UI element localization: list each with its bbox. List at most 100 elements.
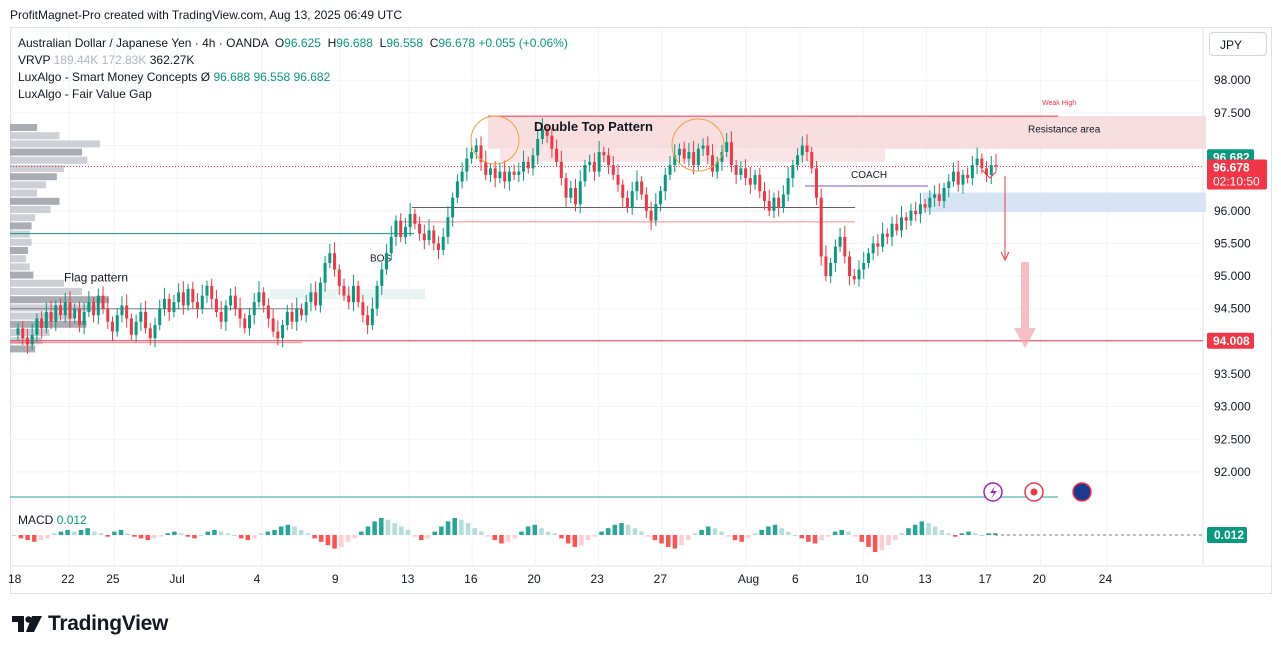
tradingview-logo[interactable]: TradingView [12,612,168,636]
macd-histogram-bar [399,526,404,535]
candle-body [35,318,39,335]
time-tick-label: Jul [169,572,184,586]
candle-body [68,302,72,319]
vrvp-bar [10,124,37,131]
candle-body [668,165,672,175]
macd-histogram-bar [432,531,437,535]
candle-body [975,158,979,166]
macd-histogram-bar [192,535,197,539]
candle-body [725,142,729,153]
smc-label[interactable]: LuxAlgo - Smart Money Concepts [18,70,198,84]
macd-histogram-bar [679,535,684,546]
candle-body [866,253,870,263]
candle-body [271,318,275,332]
resistance-area-label: Resistance area [1028,124,1101,135]
macd-histogram-bar [946,533,951,535]
macd-histogram-bar [552,533,558,535]
candle-body [578,181,582,205]
candle-body [87,302,91,312]
candle-body [989,165,993,175]
candle-body [432,230,436,244]
macd-histogram-bar [779,528,784,535]
macd-histogram-bar [439,526,444,535]
candle-body [673,155,677,166]
candle-body [498,171,502,179]
vrvp-bar [10,189,37,197]
vrvp-bar [10,222,32,230]
vrvp-label[interactable]: VRVP [18,53,51,67]
legend-fvg-row[interactable]: LuxAlgo - Fair Value Gap [18,86,568,103]
macd-histogram-bar [659,535,664,544]
candle-body [73,308,77,319]
candle-body [394,220,398,237]
macd-histogram-bar [979,535,985,536]
macd-histogram-bar [739,535,744,542]
candle-body [408,214,412,228]
macd-histogram-bar [919,521,925,535]
double-top-circle-left [470,115,520,165]
candle-body [800,145,804,156]
candle-body [21,328,25,339]
macd-histogram-bar [359,531,364,535]
candle-body [134,321,138,335]
countdown-text: 02:10:50 [1213,175,1260,189]
macd-histogram-bar [966,531,971,535]
candle-body [328,253,332,263]
demand-zone [923,192,1206,213]
legend-vrvp-row[interactable]: VRVP 189.44K 172.83K 362.27K [18,52,568,69]
macd-histogram-bar [425,535,431,539]
open-value: 96.625 [284,36,321,50]
candle-body [843,236,847,257]
candle-body [186,289,190,306]
vrvp-bar [10,320,87,328]
candle-body [692,152,696,166]
candle-body [512,171,516,175]
candle-body [701,145,705,149]
c-label: C [429,36,439,50]
fvg-label[interactable]: LuxAlgo - Fair Value Gap [18,87,152,101]
macd-histogram-bar [839,529,845,535]
macd-histogram-bar [485,535,491,537]
candle-body [295,308,299,322]
macd-histogram-bar [499,535,504,544]
symbol-name[interactable]: Australian Dollar / Japanese Yen · 4h · … [18,36,269,50]
macd-histogram-bar [612,524,618,535]
candle-body [40,318,44,329]
macd-histogram-bar [459,519,464,535]
candle-body [451,197,455,218]
candle-body [592,161,596,172]
time-tick-label: 18 [8,572,22,586]
candle-body [30,334,34,345]
candle-body [814,168,818,198]
close-value: 96.678 [438,36,476,50]
macd-histogram-bar [525,526,531,535]
candle-body [361,302,365,316]
macd-histogram-bar [158,535,164,537]
candle-body [753,174,757,185]
legend-smc-row[interactable]: LuxAlgo - Smart Money Concepts Ø 96.688 … [18,69,568,86]
macd-histogram-bar [986,533,991,535]
macd-histogram-bar [339,535,344,547]
candle-body [649,210,653,221]
candle-body [59,305,63,316]
candle-body [366,315,370,326]
macd-histogram-bar [205,531,211,535]
macd-histogram-bar [18,535,24,539]
legend-symbol-row[interactable]: Australian Dollar / Japanese Yen · 4h · … [18,35,568,52]
macd-histogram-bar [952,535,958,537]
candle-body [101,295,105,309]
currency-button[interactable]: JPY [1209,32,1267,56]
candle-body [158,308,162,326]
candle-body [767,200,771,211]
candle-body [555,148,559,162]
macd-histogram-bar [846,531,851,535]
macd-label[interactable]: MACD [18,513,54,527]
time-tick-label: 13 [918,572,932,586]
candle-body [337,269,341,286]
double-top-label: Double Top Pattern [534,119,653,134]
macd-histogram-bar [799,535,804,539]
candle-body [937,194,941,201]
macd-legend[interactable]: MACD 0.012 [18,513,87,527]
vrvp-value-1: 189.44K [53,53,99,67]
